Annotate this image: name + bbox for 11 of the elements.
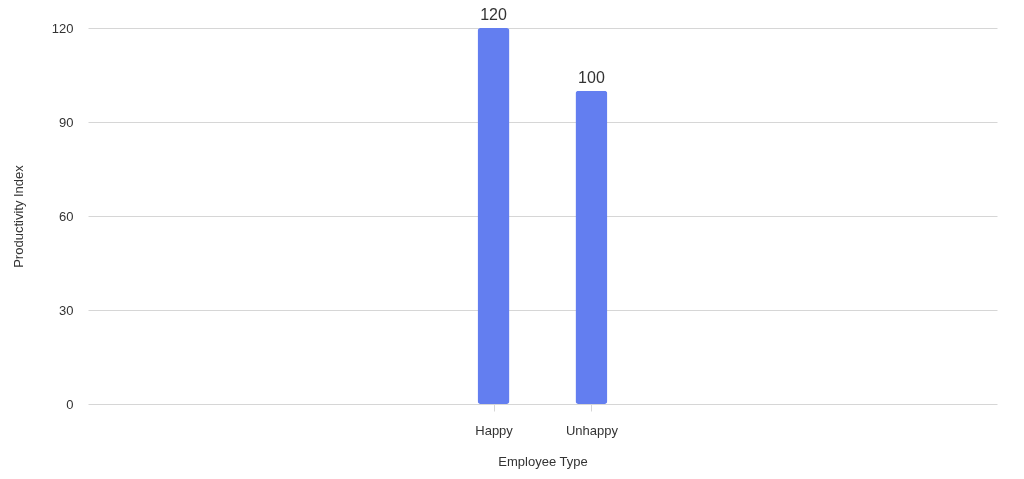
data-label: 120 [480,6,507,23]
x-axis-title: Employee Type [498,453,588,469]
y-tick-label: 0 [66,396,74,412]
data-label: 100 [578,68,605,86]
y-tick-label: 90 [59,114,74,130]
y-tick-label: 120 [51,20,74,36]
y-tick-label: 60 [59,208,74,224]
x-tick-label: Happy [475,422,514,438]
y-axis-title: Productivity Index [10,164,26,268]
x-tick-label: Unhappy [565,422,619,438]
y-tick-label: 30 [59,302,74,318]
